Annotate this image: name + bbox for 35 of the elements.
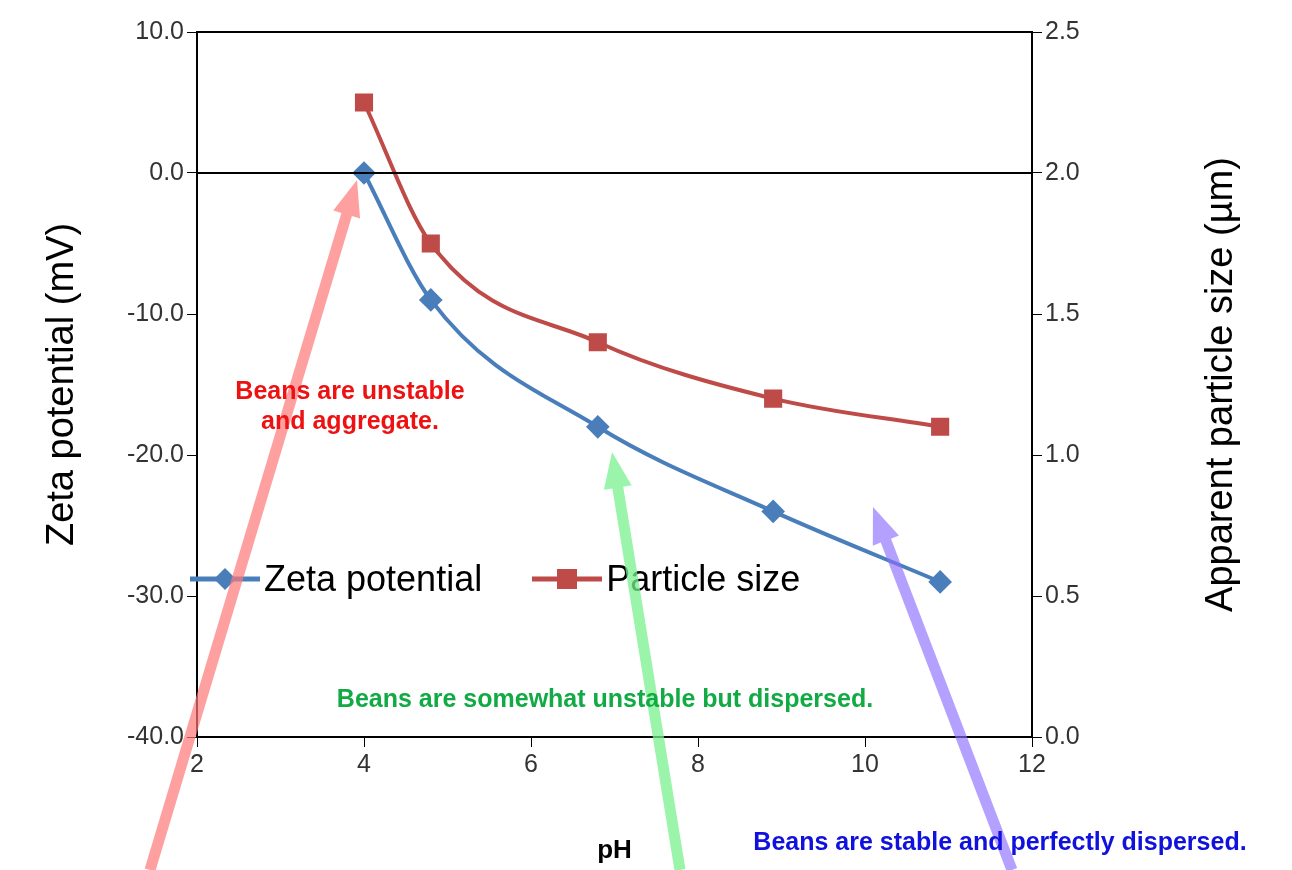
point (762, 500, 785, 523)
y-tick-label: -30.0 (127, 579, 184, 608)
x-tick-label: 12 (1018, 748, 1046, 777)
y-tick-label: -20.0 (127, 438, 184, 467)
point (931, 417, 950, 436)
point (586, 415, 609, 438)
x-axis-title: pH (597, 833, 632, 864)
y2-tick-label: 0.5 (1045, 579, 1080, 608)
x-tick-label: 4 (357, 748, 372, 777)
y-tick-label: -40.0 (127, 720, 184, 749)
y2-axis-title: Apparent particle size (µm) (1198, 157, 1241, 612)
y-tick-label: 0.0 (149, 156, 184, 185)
point (419, 288, 442, 311)
y-axis-title: Zeta potential (mV) (39, 222, 82, 547)
y2-tick-label: 2.5 (1045, 15, 1080, 44)
legend-label: Particle size (606, 558, 801, 600)
y-tick-label: -10.0 (127, 297, 184, 326)
point (929, 570, 952, 593)
x-tick-label: 10 (851, 748, 879, 777)
point (588, 333, 607, 352)
y2-tick-label: 1.5 (1045, 297, 1080, 326)
annotation: Beans are unstable and aggregate. (234, 375, 466, 435)
y-tick-label: 10.0 (135, 15, 184, 44)
text: Beans are stable and perfectly dispersed. (752, 826, 1248, 856)
x-tick-label: 2 (190, 748, 204, 777)
annotation: Beans are somewhat unstable but dispersed. (335, 683, 875, 713)
y2-tick-label: 0.0 (1045, 720, 1080, 749)
legend-label: Zeta potential (264, 558, 483, 600)
x-tick-label: 8 (691, 748, 705, 777)
y2-tick-label: 1.0 (1045, 438, 1080, 467)
point (421, 234, 440, 253)
y2-tick-label: 2.0 (1045, 156, 1080, 185)
point (764, 389, 783, 408)
point (354, 93, 374, 112)
x-tick-label: 6 (524, 748, 538, 777)
